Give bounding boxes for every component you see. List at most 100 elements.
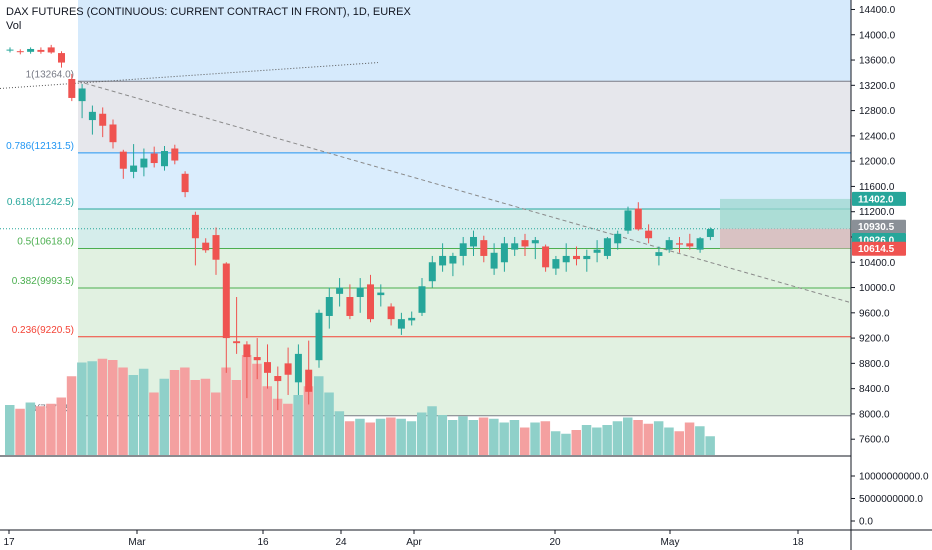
price-tick-label: 11200.0 xyxy=(859,207,895,218)
fib-level-label: 0.618(11242.5) xyxy=(7,197,74,208)
volume-bar xyxy=(241,355,252,455)
fib-level-label: 1(13264.0) xyxy=(26,69,74,80)
fib-level-label: 0.382(9993.5) xyxy=(12,276,74,287)
price-tick-label: 9600.0 xyxy=(859,308,890,319)
candle-body xyxy=(449,255,457,264)
candle-body xyxy=(562,255,570,263)
price-tag xyxy=(852,219,906,234)
candle-body xyxy=(593,249,601,253)
candle-body xyxy=(500,243,508,263)
volume-bar xyxy=(46,403,56,455)
candle-body xyxy=(191,214,199,239)
volume-bar xyxy=(272,398,283,455)
fib-level-label: 0.236(9220.5) xyxy=(12,325,74,336)
candle-body xyxy=(88,111,96,121)
volume-bar xyxy=(283,403,293,455)
price-tick-label: 10400.0 xyxy=(859,258,896,269)
volume-bar xyxy=(35,406,46,455)
fib-zone xyxy=(78,81,851,153)
price-tick-label: 13600.0 xyxy=(859,56,896,67)
candle-body xyxy=(706,229,714,237)
volume-bar xyxy=(334,411,345,455)
candle-body xyxy=(686,243,694,247)
candle-body xyxy=(552,259,560,269)
price-tick-label: 12800.0 xyxy=(859,106,896,117)
candle-body xyxy=(387,306,395,320)
candle-body xyxy=(397,319,405,329)
candle-body xyxy=(480,240,488,256)
price-tag xyxy=(852,241,906,256)
fib-zone-top xyxy=(78,0,851,82)
candle-body xyxy=(315,312,323,361)
volume-bar xyxy=(169,370,180,455)
candle-body xyxy=(428,262,436,282)
time-tick-label: Apr xyxy=(406,537,422,548)
price-tag-label: 10926.0 xyxy=(858,236,895,247)
trend-line-rising xyxy=(0,62,379,89)
chart-title: DAX FUTURES (CONTINUOUS: CURRENT CONTRAC… xyxy=(6,6,411,18)
volume-bar xyxy=(499,422,509,455)
volume-bar xyxy=(159,378,169,455)
price-tick-label: 8000.0 xyxy=(859,409,890,420)
volume-bar xyxy=(684,422,695,455)
price-tag-label: 11402.0 xyxy=(858,194,894,205)
volume-bar xyxy=(5,405,15,455)
candle-body xyxy=(573,255,580,260)
volume-bar xyxy=(458,416,468,455)
time-tick-label: 16 xyxy=(257,537,269,548)
volume-bar xyxy=(633,420,643,455)
price-tick-label: 7600.0 xyxy=(859,435,890,446)
volume-bar xyxy=(365,422,375,455)
position-stop-zone xyxy=(720,228,851,249)
candle-body xyxy=(655,252,663,256)
volume-bar xyxy=(190,380,200,455)
volume-bar xyxy=(231,380,242,455)
volume-bar xyxy=(355,418,365,455)
candle-body xyxy=(109,124,117,143)
volume-label: Vol xyxy=(6,20,22,32)
volume-tick-label: 5000000000.0 xyxy=(859,494,923,505)
candle-body xyxy=(37,49,45,52)
volume-bar xyxy=(406,421,417,455)
volume-bar xyxy=(437,415,448,455)
price-tick-label: 8400.0 xyxy=(859,384,890,395)
volume-bar xyxy=(25,402,36,455)
candle-body xyxy=(68,78,76,98)
candle-body xyxy=(130,165,138,172)
candle-body xyxy=(222,263,230,339)
price-tag xyxy=(852,191,906,206)
volume-bar xyxy=(211,392,221,455)
price-tick-label: 12000.0 xyxy=(859,157,896,168)
volume-bar xyxy=(540,421,551,455)
candle-body xyxy=(325,297,333,316)
volume-bar xyxy=(200,378,211,455)
candle-body xyxy=(603,238,611,256)
volume-bar xyxy=(56,397,66,455)
candle-body xyxy=(181,173,189,193)
candle-body xyxy=(212,235,220,260)
chart-header: DAX FUTURES (CONTINUOUS: CURRENT CONTRAC… xyxy=(6,5,411,33)
volume-bar xyxy=(417,412,427,455)
volume-bar xyxy=(612,421,623,455)
volume-bar xyxy=(77,362,87,455)
candle-body xyxy=(264,362,271,373)
volume-bar xyxy=(396,418,406,455)
trend-line-descending xyxy=(77,80,852,304)
price-tick-label: 12400.0 xyxy=(859,131,896,142)
volume-bar xyxy=(262,386,272,455)
volume-bar xyxy=(149,392,159,455)
volume-bar xyxy=(520,427,530,455)
candle-body xyxy=(140,158,148,168)
candle-body xyxy=(284,363,292,375)
volume-bar xyxy=(674,431,684,455)
volume-tick-label: 0.0 xyxy=(859,517,873,528)
volume-bar xyxy=(314,376,324,455)
volume-bar xyxy=(344,421,355,455)
volume-bar xyxy=(427,406,437,455)
volume-bar xyxy=(653,421,664,455)
candle-body xyxy=(676,243,683,245)
volume-bar xyxy=(592,427,602,455)
candle-body xyxy=(490,252,498,269)
candle-body xyxy=(696,238,704,250)
